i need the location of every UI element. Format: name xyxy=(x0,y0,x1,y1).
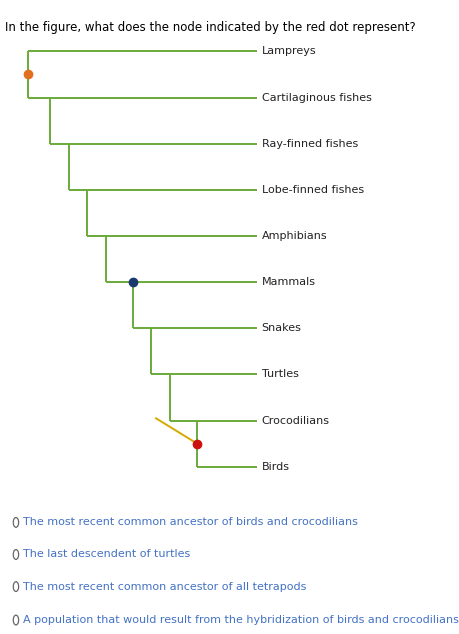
Text: The last descendent of turtles: The last descendent of turtles xyxy=(23,550,190,559)
Text: Turtles: Turtles xyxy=(262,370,298,380)
Text: Crocodilians: Crocodilians xyxy=(262,416,330,425)
Text: Cartilaginous fishes: Cartilaginous fishes xyxy=(262,93,371,103)
Text: A population that would result from the hybridization of birds and crocodilians: A population that would result from the … xyxy=(23,615,459,625)
Text: Ray-finned fishes: Ray-finned fishes xyxy=(262,139,358,148)
Text: In the figure, what does the node indicated by the red dot represent?: In the figure, what does the node indica… xyxy=(5,22,415,34)
Text: Lobe-finned fishes: Lobe-finned fishes xyxy=(262,185,364,195)
Text: Lampreys: Lampreys xyxy=(262,46,316,56)
Text: Amphibians: Amphibians xyxy=(262,231,327,241)
Text: The most recent common ancestor of birds and crocodilians: The most recent common ancestor of birds… xyxy=(23,517,358,527)
Text: Birds: Birds xyxy=(262,462,290,472)
Text: Snakes: Snakes xyxy=(262,323,302,333)
Text: The most recent common ancestor of all tetrapods: The most recent common ancestor of all t… xyxy=(23,581,307,592)
Text: Mammals: Mammals xyxy=(262,277,316,287)
